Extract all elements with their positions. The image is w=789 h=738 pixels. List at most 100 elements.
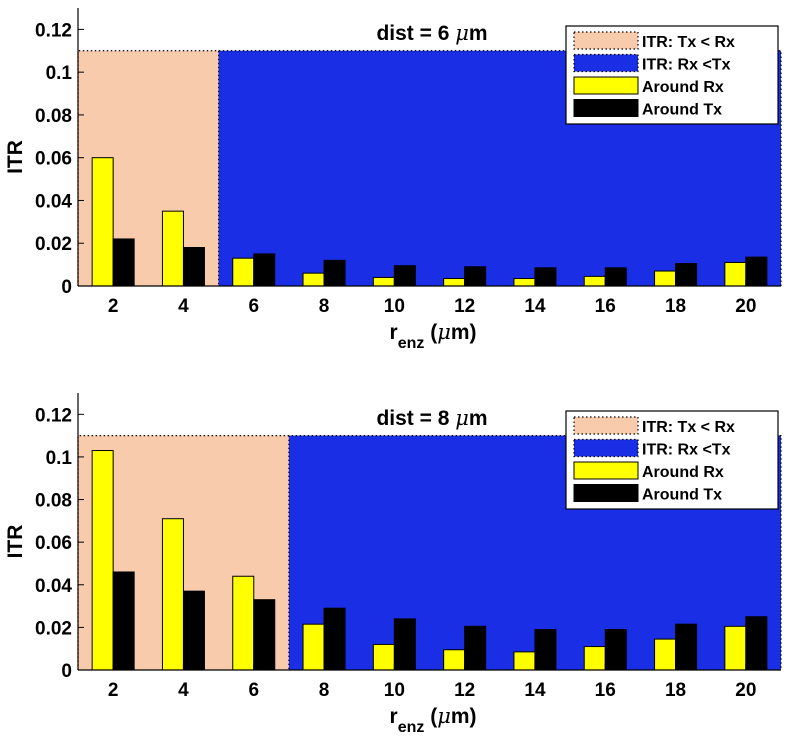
bar-around-tx: [464, 266, 487, 287]
y-tick-label: 0.06: [35, 149, 72, 170]
y-tick-label: 0.02: [35, 618, 72, 639]
bar-around-tx: [534, 629, 557, 671]
bar-around-rx: [583, 275, 606, 287]
y-tick-label: 0.02: [35, 234, 72, 255]
y-tick-label: 0.08: [35, 106, 72, 127]
y-tick-label: 0: [61, 661, 72, 682]
y-tick-label: 0.1: [46, 448, 73, 469]
bar-around-tx: [604, 629, 627, 671]
legend-swatch-around-rx: [573, 461, 639, 480]
x-tick-label: 4: [178, 680, 189, 701]
text-span: (: [424, 321, 437, 344]
legend-label: ITR: Rx <Tx: [642, 442, 731, 459]
bar-around-rx: [513, 278, 536, 287]
y-tick-label: 0.08: [35, 491, 72, 512]
bar-around-rx: [654, 270, 677, 287]
legend-swatch-region-b: [573, 438, 639, 458]
y-tick-label: 0.04: [35, 576, 72, 597]
x-tick-label: 6: [248, 680, 259, 701]
x-tick-label: 18: [665, 680, 686, 701]
y-axis-label: ITR: [4, 140, 27, 174]
chart-title: dist = 8 μm: [376, 406, 487, 430]
legend-swatch-around-rx: [573, 76, 639, 95]
bar-around-tx: [675, 623, 698, 671]
text-span: enz: [398, 719, 425, 736]
chart-1: 0 0.02 0.04 0.06 0.08 0.1 0.12 2 4 6 8 10 12 14 16 18 20…: [4, 8, 782, 352]
text-span: m: [469, 407, 488, 430]
bar-around-rx: [161, 518, 184, 671]
y-tick-label: 0.1: [46, 63, 73, 84]
y-axis-label: ITR: [4, 525, 27, 559]
bar-around-rx: [583, 646, 606, 671]
x-tick-label: 18: [665, 296, 686, 317]
legend: ITR: Tx < Rx ITR: Rx <Tx Around Rx Around T…: [565, 410, 779, 510]
bar-around-tx: [745, 256, 768, 287]
x-tick-label: 4: [178, 296, 189, 317]
legend-label: Around Rx: [642, 464, 724, 481]
x-tick-label: 16: [595, 680, 616, 701]
bar-around-tx: [675, 263, 698, 287]
text-span: μ: [455, 406, 469, 430]
x-tick-label: 8: [319, 680, 330, 701]
text-span: r: [390, 321, 398, 344]
bar-around-tx: [253, 253, 276, 287]
text-span: r: [390, 705, 398, 728]
y-tick-label: 0.04: [35, 191, 72, 212]
chart-2: 0 0.02 0.04 0.06 0.08 0.1 0.12 2 4 6 8 10 12 14 16 18 20…: [4, 393, 782, 736]
y-tick-label: 0: [61, 277, 72, 298]
bar-around-rx: [302, 623, 325, 671]
bar-around-tx: [323, 607, 346, 671]
x-tick-label: 14: [524, 680, 546, 701]
bar-around-rx: [724, 625, 747, 671]
bar-around-tx: [323, 259, 346, 287]
legend-label: Around Tx: [642, 102, 722, 119]
bar-around-tx: [604, 267, 627, 287]
legend-label: Around Rx: [642, 79, 724, 96]
chart-title: dist = 6 μm: [376, 21, 487, 45]
legend: ITR: Tx < Rx ITR: Rx <Tx Around Rx Around T…: [565, 25, 779, 125]
legend-swatch-region-b: [573, 53, 639, 73]
legend-label: Around Tx: [642, 487, 722, 504]
bar-around-rx: [724, 261, 747, 287]
x-tick-label: 2: [108, 296, 119, 317]
bar-around-rx: [443, 649, 466, 671]
text-span: (: [424, 705, 437, 728]
bar-around-tx: [112, 571, 135, 671]
bar-around-tx: [253, 599, 276, 671]
text-span: μ: [437, 320, 451, 344]
bar-around-rx: [161, 210, 184, 287]
bar-around-rx: [232, 257, 255, 287]
x-tick-label: 10: [384, 296, 405, 317]
x-tick-label: 12: [454, 296, 475, 317]
bar-around-tx: [393, 618, 416, 671]
x-tick-label: 20: [735, 680, 756, 701]
bar-around-tx: [112, 238, 135, 287]
bar-around-rx: [372, 276, 395, 287]
bar-around-tx: [182, 590, 205, 671]
text-span: dist = 6: [376, 22, 455, 45]
legend-label: ITR: Rx <Tx: [642, 57, 731, 74]
bar-around-rx: [232, 575, 255, 671]
text-span: μ: [455, 21, 469, 45]
legend-label: ITR: Tx < Rx: [642, 34, 735, 51]
text-span: μ: [437, 704, 451, 728]
x-tick-label: 12: [454, 680, 475, 701]
x-tick-label: 8: [319, 296, 330, 317]
y-tick-label: 0.12: [35, 405, 72, 426]
legend-label: ITR: Tx < Rx: [642, 419, 735, 436]
bar-around-rx: [513, 651, 536, 671]
bar-around-rx: [302, 272, 325, 287]
x-axis-label: renz (μm): [390, 320, 477, 352]
x-axis-label: renz (μm): [390, 704, 477, 736]
x-tick-label: 20: [735, 296, 756, 317]
text-span: m): [451, 321, 477, 344]
bar-around-rx: [372, 643, 395, 671]
y-tick-label: 0.12: [35, 20, 72, 41]
bar-around-rx: [91, 157, 114, 287]
x-tick-label: 14: [524, 296, 546, 317]
bar-around-rx: [91, 450, 114, 671]
x-tick-label: 6: [248, 296, 259, 317]
text-span: m: [469, 22, 488, 45]
text-span: enz: [398, 335, 425, 352]
